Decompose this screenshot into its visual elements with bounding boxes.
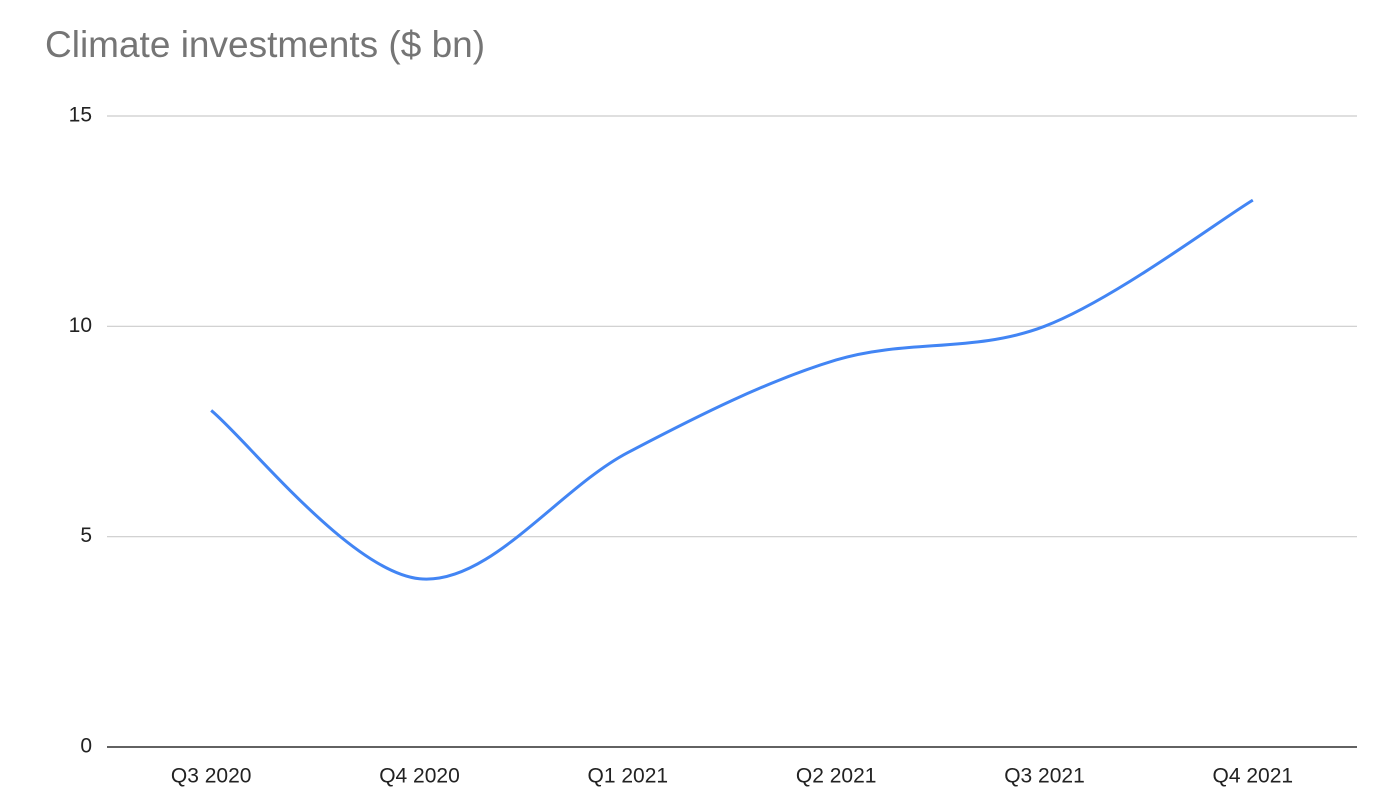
x-tick-label: Q4 2021 — [1213, 765, 1294, 788]
y-tick-label: 15 — [69, 104, 92, 127]
line-series — [210, 198, 1254, 581]
x-tick-label: Q4 2020 — [379, 765, 460, 788]
x-tick-label: Q2 2021 — [796, 765, 877, 788]
chart-title: Climate investments ($ bn) — [45, 24, 485, 65]
y-tick-label: 0 — [80, 735, 92, 758]
x-tick-label: Q3 2021 — [1004, 765, 1085, 788]
x-tick-label: Q1 2021 — [588, 765, 669, 788]
y-tick-label: 10 — [69, 314, 92, 337]
y-tick-label: 5 — [80, 524, 92, 547]
x-tick-label: Q3 2020 — [171, 765, 252, 788]
